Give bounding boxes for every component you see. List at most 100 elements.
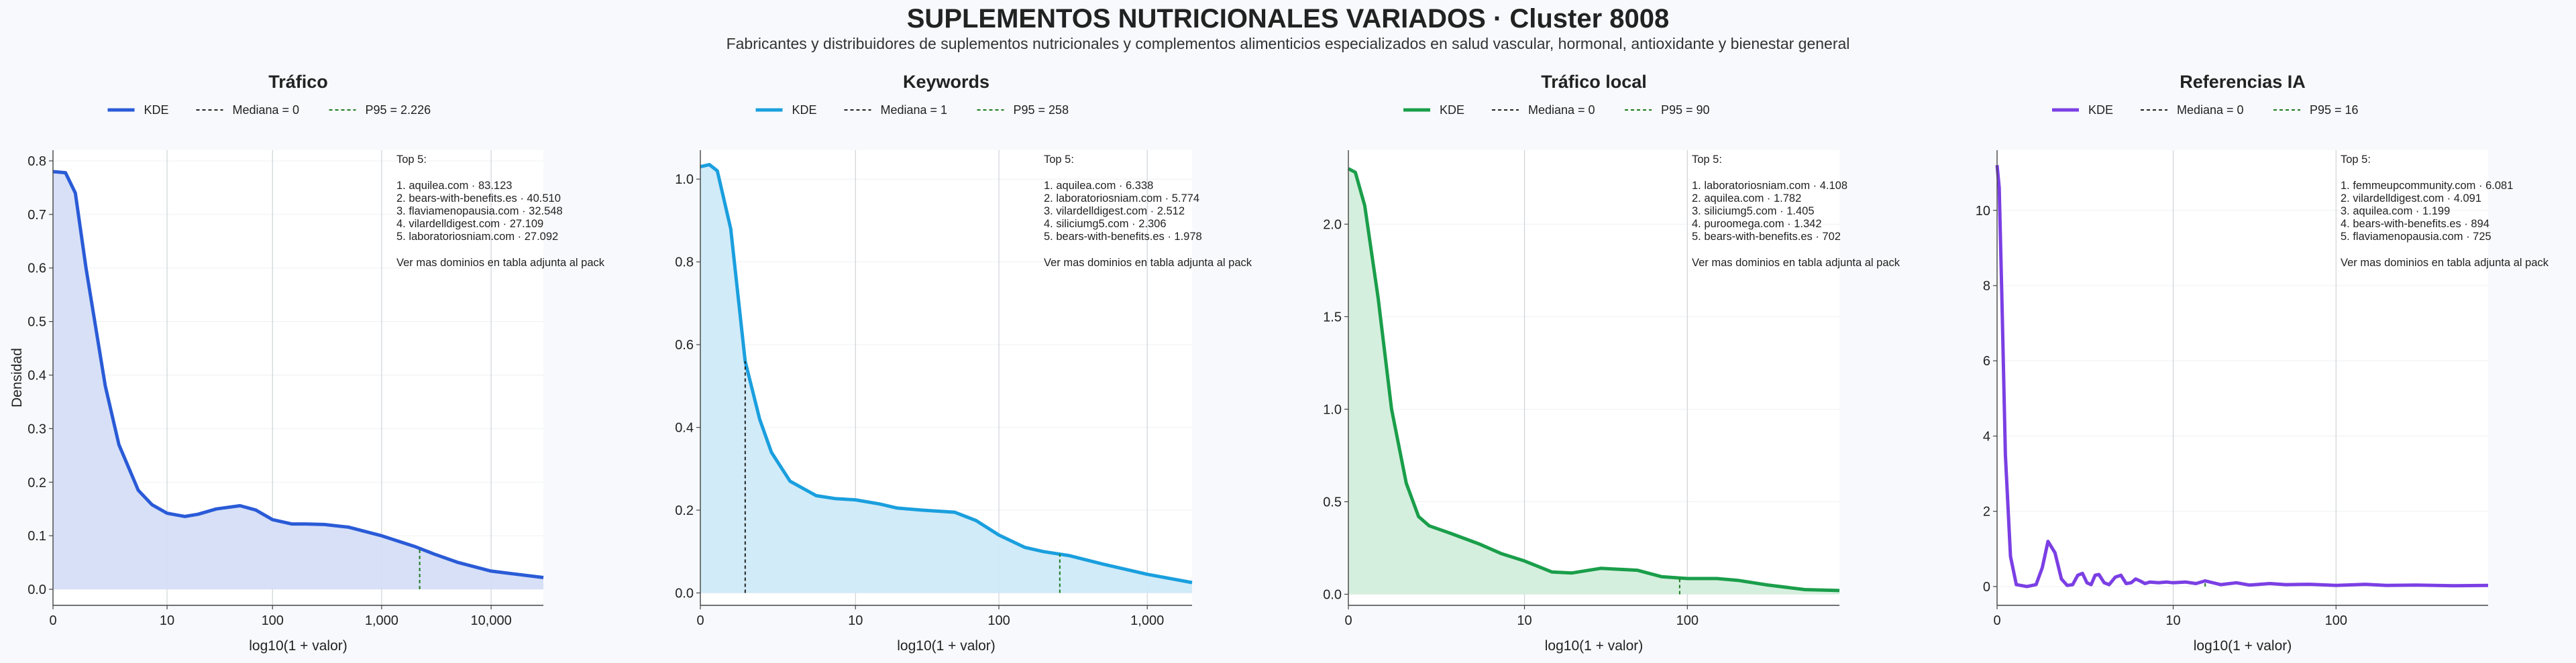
y-axis-label: Densidad (9, 348, 25, 408)
y-tick-label: 0.7 (28, 208, 46, 223)
top5-item: 5. bears-with-benefits.es · 702 (1692, 231, 1841, 243)
page-subtitle: Fabricantes y distribuidores de suplemen… (726, 35, 1850, 52)
legend-p95-label: P95 = 16 (2310, 103, 2359, 117)
x-tick-label: 10 (1517, 613, 1532, 628)
top5-item: 4. bears-with-benefits.es · 894 (2341, 218, 2489, 230)
top5-item: 2. aquilea.com · 1.782 (1692, 192, 1801, 204)
top5-note: Ver mas dominios en tabla adjunta al pac… (396, 257, 605, 269)
y-tick-label: 0.0 (1323, 587, 1342, 602)
x-axis-label: log10(1 + valor) (1545, 638, 1644, 654)
y-tick-label: 0.3 (28, 422, 46, 436)
x-tick-label: 1,000 (1130, 613, 1164, 628)
legend: KDE Mediana = 0 P95 = 2.226 (107, 103, 431, 117)
y-tick-label: 0.4 (675, 421, 694, 436)
legend-kde-label: KDE (2088, 103, 2113, 117)
y-tick-label: 0.4 (28, 369, 46, 383)
legend-median-label: Mediana = 1 (881, 103, 948, 117)
kde-area (1348, 168, 1839, 595)
y-tick-label: 0 (1983, 580, 1990, 595)
plot-area (1997, 150, 2488, 605)
y-tick-label: 0.8 (675, 255, 694, 270)
legend-kde-label: KDE (144, 103, 169, 117)
y-tick-label: 4 (1983, 429, 1990, 444)
panel-title: Tráfico (268, 72, 328, 92)
top5-item: 5. flaviamenopausia.com · 725 (2341, 231, 2491, 243)
top5-item: 2. vilardelldigest.com · 4.091 (2341, 192, 2481, 204)
legend: KDE Mediana = 1 P95 = 258 (755, 103, 1069, 117)
top5-annotation: Top 5: 1. femmeupcommunity.com · 6.0812. … (2341, 154, 2549, 269)
y-tick-label: 1.0 (675, 172, 694, 187)
top5-item: 1. laboratoriosniam.com · 4.108 (1692, 180, 1847, 192)
y-tick-label: 0.5 (28, 315, 46, 330)
panel-title: Referencias IA (2180, 72, 2306, 92)
y-tick-label: 10 (1976, 204, 1990, 219)
y-tick-label: 0.6 (675, 338, 694, 353)
x-axis-label: log10(1 + valor) (2194, 638, 2292, 654)
x-tick-label: 0 (49, 613, 56, 628)
legend-p95-label: P95 = 258 (1014, 103, 1069, 117)
x-tick-label: 100 (262, 613, 284, 628)
top5-item: 4. puroomega.com · 1.342 (1692, 218, 1822, 230)
top5-heading: Top 5: (1692, 154, 1722, 166)
top5-heading: Top 5: (1044, 154, 1074, 166)
y-tick-label: 2 (1983, 505, 1990, 520)
chart-panel-2: 0.0 0.2 0.4 0.6 0.8 1.0 0 10 100 1,000 log10(1 + v… (675, 72, 1252, 654)
top5-item: 2. bears-with-benefits.es · 40.510 (396, 192, 561, 204)
page-title: SUPLEMENTOS NUTRICIONALES VARIADOS · Clu… (906, 4, 1670, 34)
panel-title: Tráfico local (1541, 72, 1647, 92)
y-tick-label: 0.6 (28, 261, 46, 276)
y-tick-label: 1.5 (1323, 310, 1342, 324)
top5-item: 5. laboratoriosniam.com · 27.092 (396, 231, 558, 243)
x-tick-label: 10,000 (471, 613, 512, 628)
kde-line (52, 170, 544, 579)
x-axis-label: log10(1 + valor) (249, 638, 347, 654)
y-tick-label: 0.8 (28, 154, 46, 169)
x-tick-label: 1,000 (365, 613, 398, 628)
y-tick-label: 0.0 (28, 583, 46, 597)
kde-line (700, 163, 1193, 585)
top5-item: 3. aquilea.com · 1.199 (2341, 205, 2450, 217)
kde-line (1995, 165, 2489, 589)
x-tick-label: 100 (987, 613, 1010, 628)
legend-median-label: Mediana = 0 (1528, 103, 1595, 117)
y-tick-label: 6 (1983, 354, 1990, 369)
y-tick-label: 0.0 (675, 586, 694, 601)
top5-item: 4. vilardelldigest.com · 27.109 (396, 218, 543, 230)
panel-title: Keywords (903, 72, 989, 92)
x-tick-label: 0 (1344, 613, 1352, 628)
x-tick-label: 0 (696, 613, 704, 628)
top5-note: Ver mas dominios en tabla adjunta al pac… (1044, 257, 1252, 269)
legend-median-label: Mediana = 0 (233, 103, 300, 117)
top5-item: 5. bears-with-benefits.es · 1.978 (1044, 231, 1202, 243)
kde-line (1347, 167, 1840, 593)
top5-item: 3. siliciumg5.com · 1.405 (1692, 205, 1815, 217)
kde-area (53, 172, 543, 589)
x-tick-label: 10 (160, 613, 174, 628)
top5-note: Ver mas dominios en tabla adjunta al pac… (2341, 257, 2549, 269)
kde-area (700, 164, 1192, 593)
legend-p95-label: P95 = 2.226 (366, 103, 431, 117)
y-tick-label: 2.0 (1323, 217, 1342, 232)
x-tick-label: 0 (1993, 613, 2000, 628)
top5-heading: Top 5: (396, 154, 427, 166)
y-tick-label: 0.2 (675, 503, 694, 518)
top5-item: 1. aquilea.com · 83.123 (396, 180, 512, 192)
top5-annotation: Top 5: 1. laboratoriosniam.com · 4.1082. … (1692, 154, 1900, 269)
x-tick-label: 100 (1676, 613, 1699, 628)
top5-item: 4. siliciumg5.com · 2.306 (1044, 218, 1167, 230)
x-tick-label: 10 (2165, 613, 2180, 628)
x-axis-label: log10(1 + valor) (897, 638, 996, 654)
top5-item: 3. vilardelldigest.com · 2.512 (1044, 205, 1185, 217)
y-tick-label: 0.1 (28, 529, 46, 544)
top5-item: 1. aquilea.com · 6.338 (1044, 180, 1153, 192)
legend-kde-label: KDE (1440, 103, 1464, 117)
x-tick-label: 100 (2325, 613, 2347, 628)
top5-note: Ver mas dominios en tabla adjunta al pac… (1692, 257, 1900, 269)
legend-kde-label: KDE (792, 103, 817, 117)
y-tick-label: 0.5 (1323, 495, 1342, 509)
chart-panel-1: 0.0 0.1 0.2 0.3 0.4 0.5 0.6 0.7 0.8 0 10 100 1,000 10… (9, 72, 605, 654)
